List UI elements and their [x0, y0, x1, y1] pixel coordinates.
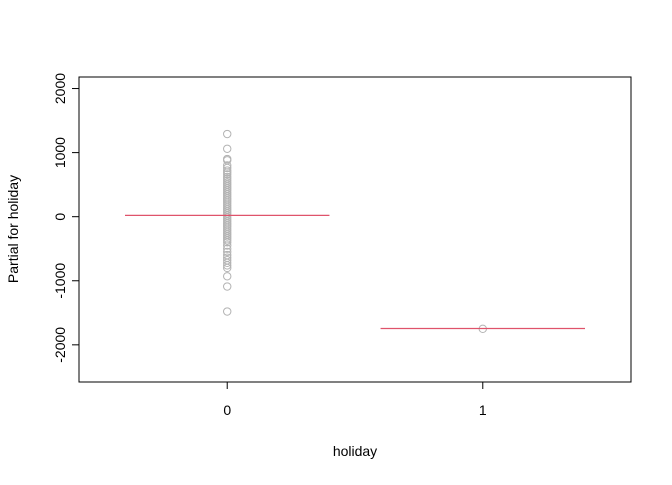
residual-point — [223, 263, 232, 273]
residual-point — [223, 170, 232, 179]
residual-point — [223, 238, 232, 247]
y-tick-label: 0 — [52, 213, 68, 221]
x-axis-label: holiday — [333, 443, 377, 459]
y-tick-label: -1000 — [52, 263, 68, 299]
residual-point — [223, 129, 232, 139]
x-tick-label: 1 — [479, 402, 487, 418]
term-lines-layer — [125, 214, 585, 330]
y-axis-label: Partial for holiday — [5, 175, 21, 283]
residual-point — [223, 241, 232, 250]
residual-point — [223, 244, 232, 253]
y-tick-label: 2000 — [52, 73, 68, 104]
y-tick-label: 1000 — [52, 137, 68, 168]
plot-frame — [78, 76, 632, 383]
residual-point — [223, 258, 232, 268]
residual-point — [223, 163, 232, 173]
residual-point — [223, 261, 232, 270]
residual-point — [223, 144, 232, 153]
y-tick-label: -2000 — [52, 327, 68, 363]
x-tick-label: 0 — [223, 402, 231, 418]
residual-point — [223, 247, 232, 257]
residual-point — [223, 282, 232, 291]
points-layer — [223, 129, 487, 334]
residual-point — [223, 272, 232, 281]
residual-point — [223, 307, 232, 316]
y-axis: -2000 -1000 0 1000 2000 — [52, 73, 80, 363]
